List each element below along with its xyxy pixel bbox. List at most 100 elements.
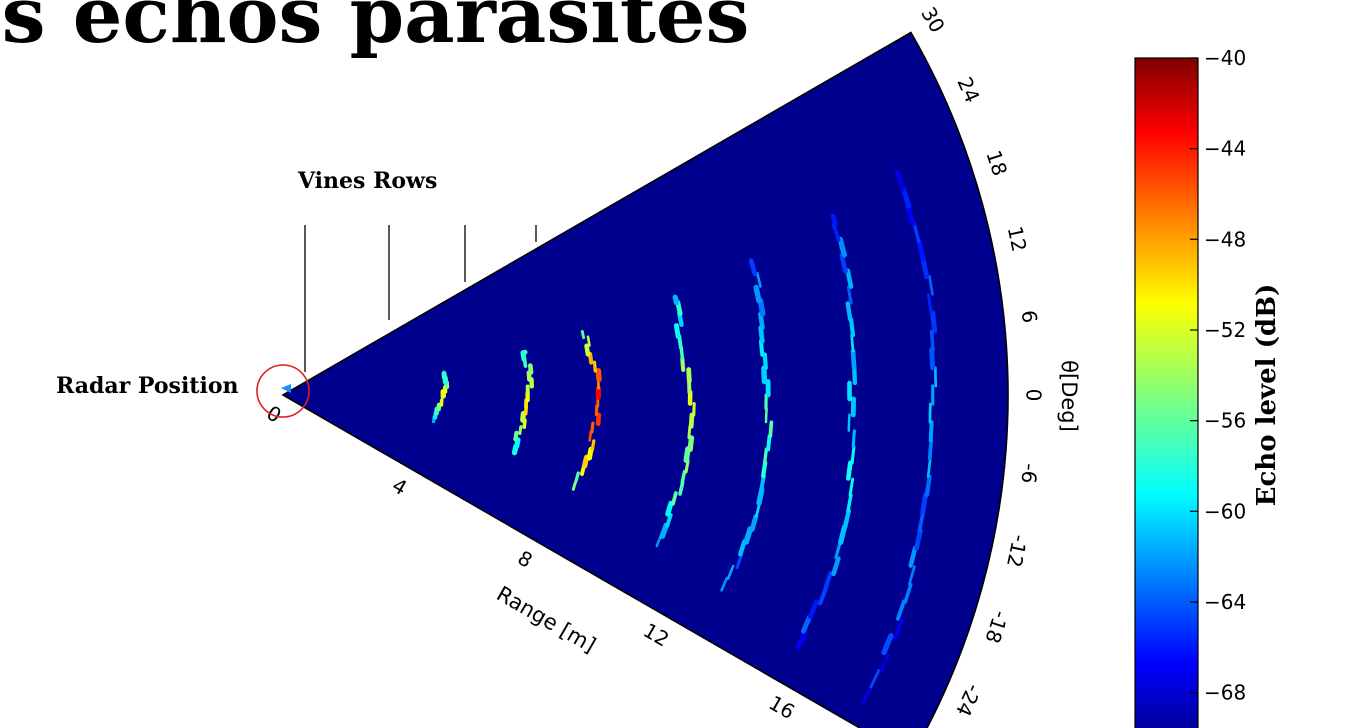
echo-segment	[659, 522, 669, 539]
angle-tick-label: 0	[1022, 389, 1046, 402]
angle-tick-label: 18	[981, 147, 1012, 179]
radar-position-circle	[256, 364, 310, 418]
echo-segment	[748, 258, 758, 277]
echo-segment	[850, 348, 857, 370]
echo-segment	[933, 366, 938, 388]
echo-segment	[869, 668, 881, 689]
echo-segment	[847, 413, 851, 432]
echo-arcs-layer	[431, 169, 938, 705]
echo-segment	[513, 430, 519, 442]
echo-segment	[514, 437, 521, 449]
echo-segment	[850, 445, 856, 465]
echo-segment	[929, 347, 936, 371]
echo-segment	[850, 333, 855, 353]
echo-segment	[755, 271, 762, 288]
echo-segment	[586, 335, 591, 347]
angle-tick-label: 24	[952, 73, 984, 106]
echo-arc	[720, 258, 774, 592]
radar-marker-icon	[281, 384, 291, 393]
range-tick-label: 0	[263, 401, 286, 428]
echo-segment	[756, 487, 765, 506]
colorbar-tick-label: −64	[1204, 590, 1246, 614]
echo-segment	[762, 352, 768, 371]
echo-segment	[678, 481, 685, 496]
echo-segment	[687, 435, 695, 452]
colorbar-gradient	[1134, 57, 1199, 728]
colorbar-tick-label: −40	[1204, 46, 1246, 70]
angle-tick-label: -18	[980, 608, 1013, 646]
page-title: es échos parasites	[0, 0, 750, 61]
echo-segment	[586, 446, 594, 461]
echo-segment	[743, 526, 753, 545]
range-tick-label: 8	[514, 546, 537, 573]
echo-segment	[528, 363, 534, 375]
echo-segment	[671, 491, 678, 506]
echo-segment	[592, 360, 597, 373]
echo-segment	[590, 421, 595, 434]
colorbar-tick-label: −60	[1204, 499, 1246, 523]
colorbar-tick-label: −44	[1204, 137, 1246, 161]
echo-arc	[655, 294, 696, 548]
radar-sector-outline	[281, 31, 1009, 728]
echo-segment	[680, 356, 686, 372]
colorbar-tick-label: −48	[1204, 227, 1246, 251]
colorbar-ticks: −40 −44 −48 −52 −56 −60 −64 −68	[1190, 46, 1246, 705]
colorbar-label: Echo level (dB)	[1252, 284, 1282, 507]
echo-segment	[768, 420, 774, 438]
echo-arc	[571, 329, 602, 491]
echo-segment	[584, 343, 591, 357]
echo-segment	[807, 599, 819, 620]
echo-segment	[930, 310, 938, 334]
echo-arc	[861, 169, 938, 705]
echo-segment	[720, 576, 729, 592]
echo-segment	[852, 364, 858, 386]
radar-sector-background	[283, 32, 1009, 728]
echo-segment	[881, 633, 894, 656]
echo-arc	[511, 349, 534, 456]
echo-segment	[753, 284, 762, 304]
echo-segment	[924, 474, 932, 497]
angle-axis-label: θ[Deg]	[1057, 360, 1081, 432]
echo-segment	[520, 410, 527, 423]
echo-segment	[849, 317, 856, 338]
echo-segment	[595, 368, 602, 383]
echo-segment	[929, 329, 935, 352]
echo-segment	[908, 565, 916, 586]
echo-segment	[830, 213, 838, 227]
echo-segment	[839, 253, 848, 274]
echo-segment	[928, 420, 934, 443]
angle-tick-label: 12	[1003, 224, 1032, 254]
echo-segment	[588, 430, 593, 442]
echo-segment	[920, 492, 929, 515]
echo-segment	[845, 301, 853, 322]
echo-segment	[893, 618, 904, 640]
echo-segment	[580, 329, 586, 340]
colorbar-tick-label: −68	[1204, 681, 1246, 705]
echo-segment	[894, 169, 906, 192]
echo-segment	[848, 477, 855, 497]
echo-segment	[761, 460, 768, 479]
colorbar: −40 −44 −48 −52 −56 −60 −64 −68 Echo level (dB)	[1134, 46, 1282, 728]
echo-segment	[672, 294, 680, 306]
echo-arc	[431, 370, 450, 424]
echo-segment	[590, 439, 596, 452]
echo-segment	[903, 582, 913, 604]
echo-segment	[582, 454, 590, 469]
angle-tick-label: -12	[1002, 533, 1032, 570]
echo-arc	[795, 213, 858, 649]
range-tick-label: 12	[639, 618, 673, 652]
echo-segment	[686, 367, 692, 384]
echo-segment	[688, 412, 695, 429]
echo-segment	[665, 500, 674, 517]
echo-segment	[665, 513, 673, 528]
echo-segment	[845, 268, 854, 289]
echo-segment	[926, 293, 933, 315]
angle-tick-label: 6	[1017, 309, 1042, 324]
echo-segment	[588, 351, 594, 365]
echo-segment	[726, 564, 735, 580]
echo-segment	[846, 285, 853, 305]
range-tick-label: 4	[388, 473, 411, 500]
angle-tick-label: 30	[916, 3, 950, 37]
echo-segment	[764, 407, 768, 424]
colorbar-tick-label: −52	[1204, 318, 1246, 342]
